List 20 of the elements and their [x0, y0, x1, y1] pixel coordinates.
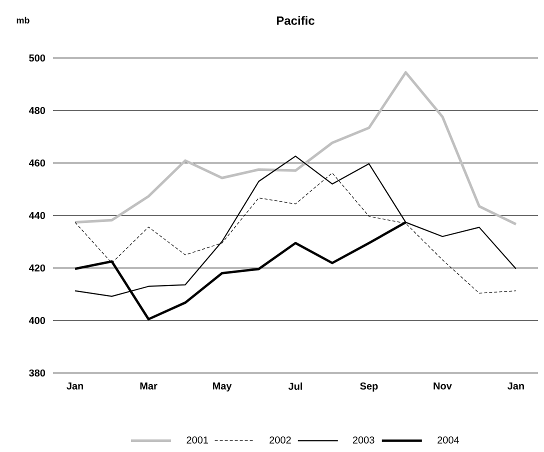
- y-tick-label: 460: [28, 159, 46, 167]
- y-tick-label: 380: [29, 369, 46, 377]
- legend-label: 2004: [438, 436, 460, 444]
- x-tick-label: Mar: [140, 382, 158, 390]
- chart-title: Pacific: [276, 16, 314, 25]
- x-tick-label: Jan: [66, 382, 84, 390]
- x-tick-label: Jan: [507, 382, 524, 390]
- x-tick-label: May: [212, 382, 232, 392]
- y-tick-label: 420: [28, 264, 46, 272]
- y-tick-label: 500: [29, 54, 46, 62]
- y-tick-label: 480: [28, 106, 46, 114]
- y-axis-title: mb: [16, 16, 30, 24]
- y-tick-label: 440: [28, 212, 46, 220]
- legend-label: 2002: [270, 436, 291, 444]
- x-tick-label: Jul: [288, 382, 302, 390]
- x-tick-label: Sep: [360, 382, 378, 392]
- legend-label: 2003: [352, 436, 374, 444]
- legend-label: 2001: [186, 436, 208, 444]
- x-tick-label: Nov: [434, 382, 452, 390]
- y-tick-label: 400: [28, 316, 46, 324]
